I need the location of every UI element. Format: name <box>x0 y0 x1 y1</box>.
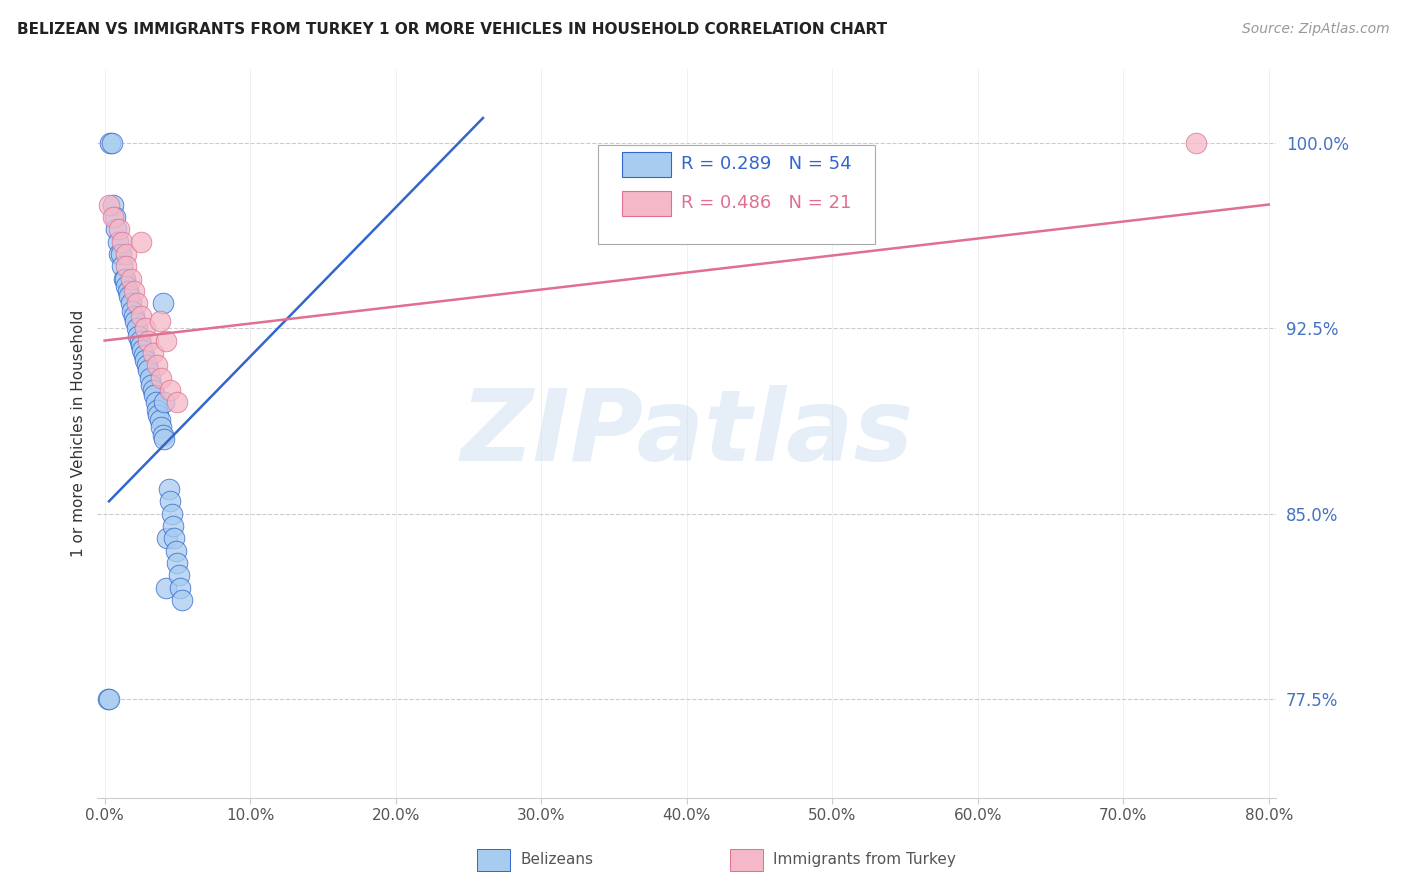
Point <box>121 304 143 318</box>
Point <box>139 370 162 384</box>
Point <box>136 363 159 377</box>
Point <box>104 210 127 224</box>
Point <box>125 296 148 310</box>
Point <box>129 338 152 352</box>
Point <box>145 395 167 409</box>
Point <box>149 413 172 427</box>
Point <box>115 247 138 261</box>
Point <box>170 593 193 607</box>
Point <box>134 321 156 335</box>
Point <box>163 532 186 546</box>
Point <box>169 581 191 595</box>
Point <box>159 494 181 508</box>
Point <box>124 314 146 328</box>
Point <box>155 581 177 595</box>
Point <box>150 420 173 434</box>
Point <box>153 433 176 447</box>
Point <box>149 314 172 328</box>
Point <box>120 296 142 310</box>
Point <box>108 247 131 261</box>
Point <box>112 271 135 285</box>
Point <box>148 408 170 422</box>
Point <box>155 334 177 348</box>
Point <box>129 309 152 323</box>
Point <box>146 359 169 373</box>
Text: R = 0.486   N = 21: R = 0.486 N = 21 <box>681 194 851 211</box>
Point <box>103 210 125 224</box>
Point <box>115 279 138 293</box>
Point <box>1185 136 1208 150</box>
Point <box>115 260 138 274</box>
Point <box>118 289 141 303</box>
Point <box>156 532 179 546</box>
Point <box>167 568 190 582</box>
Point <box>162 519 184 533</box>
Point <box>153 395 176 409</box>
Point <box>103 197 125 211</box>
Point <box>134 353 156 368</box>
Point <box>160 507 183 521</box>
Point <box>136 334 159 348</box>
Point <box>111 260 134 274</box>
Point <box>117 284 139 298</box>
Point <box>157 482 180 496</box>
Point <box>141 378 163 392</box>
Point <box>132 348 155 362</box>
Point <box>127 328 149 343</box>
Point <box>114 271 136 285</box>
Point <box>128 334 150 348</box>
Text: R = 0.289   N = 54: R = 0.289 N = 54 <box>681 155 852 173</box>
Point <box>146 402 169 417</box>
Point <box>152 296 174 310</box>
Point <box>165 543 187 558</box>
Point <box>129 235 152 249</box>
Text: Immigrants from Turkey: Immigrants from Turkey <box>773 852 956 867</box>
Point <box>122 309 145 323</box>
Point <box>150 370 173 384</box>
Text: ZIPatlas: ZIPatlas <box>460 384 914 482</box>
Text: BELIZEAN VS IMMIGRANTS FROM TURKEY 1 OR MORE VEHICLES IN HOUSEHOLD CORRELATION C: BELIZEAN VS IMMIGRANTS FROM TURKEY 1 OR … <box>17 22 887 37</box>
Point <box>159 383 181 397</box>
Point <box>142 383 165 397</box>
Point <box>143 388 166 402</box>
Point <box>96 692 118 706</box>
Text: Source: ZipAtlas.com: Source: ZipAtlas.com <box>1241 22 1389 37</box>
Point <box>108 222 131 236</box>
Point <box>107 235 129 249</box>
Y-axis label: 1 or more Vehicles in Household: 1 or more Vehicles in Household <box>72 310 86 557</box>
Point <box>98 197 121 211</box>
Point <box>142 346 165 360</box>
Point <box>100 136 122 150</box>
Point <box>101 136 124 150</box>
Point <box>122 284 145 298</box>
FancyBboxPatch shape <box>599 145 876 244</box>
Point <box>166 395 188 409</box>
Point <box>105 222 128 236</box>
Point <box>152 427 174 442</box>
FancyBboxPatch shape <box>621 153 672 178</box>
FancyBboxPatch shape <box>621 191 672 216</box>
Point <box>120 271 142 285</box>
Point <box>135 359 157 373</box>
Point <box>110 247 132 261</box>
Point <box>125 321 148 335</box>
Point <box>166 556 188 570</box>
Point <box>111 235 134 249</box>
Point <box>98 692 121 706</box>
Point <box>131 343 153 358</box>
Text: Belizeans: Belizeans <box>520 852 593 867</box>
